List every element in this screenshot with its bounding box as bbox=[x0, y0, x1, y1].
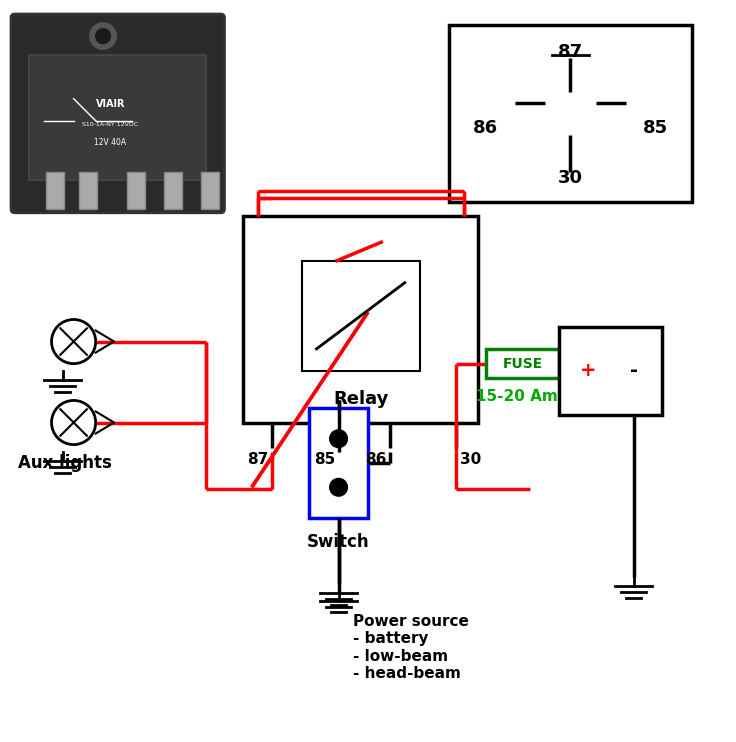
Text: S10-1A-NY 12VDC: S10-1A-NY 12VDC bbox=[82, 122, 138, 128]
Circle shape bbox=[330, 430, 347, 447]
Bar bbox=[127, 172, 145, 209]
Bar bbox=[486, 349, 559, 378]
Text: 86: 86 bbox=[365, 452, 386, 467]
Circle shape bbox=[52, 320, 96, 364]
Bar bbox=[559, 326, 662, 416]
Text: Relay: Relay bbox=[333, 390, 389, 408]
Text: Power source
- battery
- low-beam
- head-beam: Power source - battery - low-beam - head… bbox=[353, 614, 469, 681]
Text: 86: 86 bbox=[473, 119, 498, 137]
Text: 30: 30 bbox=[558, 169, 583, 187]
Circle shape bbox=[96, 29, 110, 44]
Text: 15-20 Amp: 15-20 Amp bbox=[476, 390, 569, 404]
Bar bbox=[449, 25, 692, 202]
Text: -: - bbox=[629, 361, 637, 381]
Bar bbox=[201, 172, 219, 209]
Text: 87: 87 bbox=[558, 44, 583, 62]
Bar bbox=[302, 260, 420, 371]
Text: 87: 87 bbox=[247, 452, 269, 467]
Bar bbox=[309, 408, 368, 518]
Text: 85: 85 bbox=[314, 452, 335, 467]
Bar bbox=[46, 172, 64, 209]
Text: FUSE: FUSE bbox=[503, 357, 542, 371]
Text: Aux lights: Aux lights bbox=[18, 454, 113, 472]
Text: VIAIR: VIAIR bbox=[96, 99, 125, 109]
Text: 85: 85 bbox=[643, 119, 668, 137]
Bar bbox=[79, 172, 97, 209]
Circle shape bbox=[90, 23, 116, 50]
Text: +: + bbox=[580, 361, 596, 381]
FancyBboxPatch shape bbox=[11, 14, 224, 213]
Text: 12V 40A: 12V 40A bbox=[94, 137, 127, 147]
Bar bbox=[243, 217, 478, 422]
Bar bbox=[164, 172, 182, 209]
Circle shape bbox=[52, 401, 96, 444]
Circle shape bbox=[330, 479, 347, 496]
Bar bbox=[29, 54, 206, 180]
Text: 30: 30 bbox=[460, 452, 481, 467]
Text: Switch: Switch bbox=[307, 533, 370, 551]
